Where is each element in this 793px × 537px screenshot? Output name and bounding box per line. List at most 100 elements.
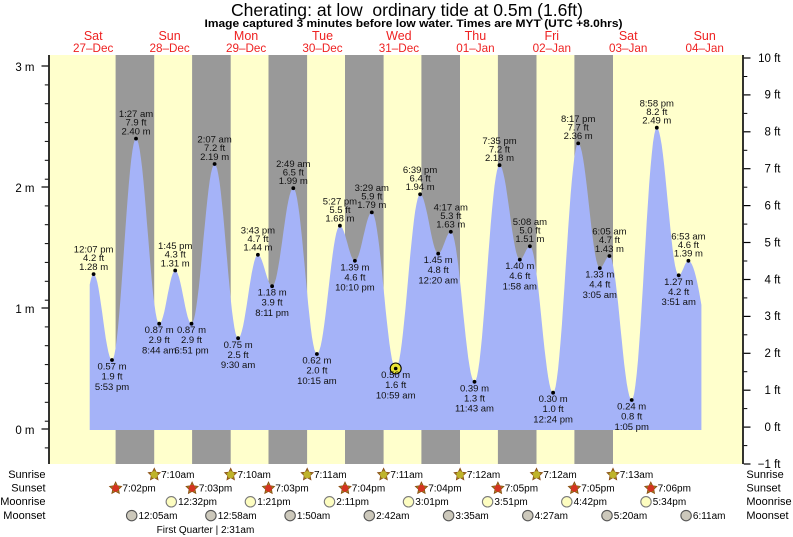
svg-text:1.3 ft: 1.3 ft (464, 393, 485, 404)
svg-text:Moonrise: Moonrise (746, 496, 791, 508)
svg-text:7:35 pm: 7:35 pm (482, 136, 516, 147)
svg-text:6.4 ft: 6.4 ft (410, 173, 431, 184)
svg-text:2.0 ft: 2.0 ft (306, 366, 327, 377)
svg-text:4.7 ft: 4.7 ft (599, 235, 620, 246)
svg-text:1.79 m: 1.79 m (357, 200, 386, 211)
svg-text:10:15 am: 10:15 am (297, 376, 337, 387)
svg-text:8:58 pm: 8:58 pm (640, 98, 674, 109)
svg-text:2:11pm: 2:11pm (336, 497, 369, 508)
svg-text:4 ft: 4 ft (765, 274, 782, 286)
svg-text:7:06pm: 7:06pm (658, 484, 691, 495)
svg-text:1.39 m: 1.39 m (674, 249, 703, 260)
svg-text:7.7 ft: 7.7 ft (568, 123, 589, 134)
svg-text:1.33 m: 1.33 m (585, 270, 614, 281)
svg-text:02–Jan: 02–Jan (533, 42, 571, 55)
svg-text:12:58am: 12:58am (218, 511, 257, 522)
svg-text:Moonset: Moonset (746, 510, 788, 522)
svg-text:5:34pm: 5:34pm (653, 497, 686, 508)
svg-text:2.49 m: 2.49 m (642, 116, 671, 127)
svg-text:0.87 m: 0.87 m (177, 325, 206, 336)
svg-text:2.36 m: 2.36 m (564, 131, 593, 142)
svg-text:3:51pm: 3:51pm (494, 497, 527, 508)
svg-text:7:12am: 7:12am (543, 470, 576, 481)
svg-text:5 ft: 5 ft (765, 237, 782, 249)
svg-text:31–Dec: 31–Dec (379, 42, 419, 55)
svg-text:5.0 ft: 5.0 ft (519, 225, 540, 236)
svg-text:4.2 ft: 4.2 ft (83, 253, 104, 264)
svg-text:7:10am: 7:10am (238, 470, 271, 481)
svg-text:3:35am: 3:35am (455, 511, 488, 522)
svg-text:Fri: Fri (545, 29, 560, 43)
svg-text:2.18 m: 2.18 m (485, 153, 514, 164)
svg-text:Moonrise: Moonrise (0, 496, 45, 508)
svg-text:0.57 m: 0.57 m (97, 362, 126, 373)
svg-text:7.9 ft: 7.9 ft (125, 118, 146, 129)
svg-text:4.6 ft: 4.6 ft (344, 272, 365, 283)
svg-text:−1 ft: −1 ft (758, 459, 782, 471)
svg-text:1.68 m: 1.68 m (325, 214, 354, 225)
svg-text:30–Dec: 30–Dec (302, 42, 342, 55)
svg-text:7.2 ft: 7.2 ft (204, 143, 225, 154)
svg-text:3:01pm: 3:01pm (415, 497, 448, 508)
svg-text:0.87 m: 0.87 m (145, 325, 174, 336)
svg-text:8:44 am: 8:44 am (142, 346, 176, 357)
svg-text:Sun: Sun (694, 29, 716, 43)
svg-text:7:11am: 7:11am (390, 470, 423, 481)
svg-text:01–Jan: 01–Jan (456, 42, 494, 55)
svg-text:1.9 ft: 1.9 ft (101, 372, 122, 383)
svg-text:1.6 ft: 1.6 ft (385, 380, 406, 391)
svg-text:Sun: Sun (158, 29, 180, 43)
svg-text:7:03pm: 7:03pm (275, 484, 308, 495)
svg-text:2:42am: 2:42am (376, 511, 409, 522)
svg-text:7:03pm: 7:03pm (199, 484, 232, 495)
svg-text:4.8 ft: 4.8 ft (428, 265, 449, 276)
svg-text:8 ft: 8 ft (765, 127, 782, 139)
svg-text:3 ft: 3 ft (765, 311, 782, 323)
svg-text:1.44 m: 1.44 m (243, 243, 272, 254)
svg-text:6:39 pm: 6:39 pm (403, 165, 437, 176)
svg-text:3:51 am: 3:51 am (662, 297, 696, 308)
svg-text:7:05pm: 7:05pm (505, 484, 538, 495)
svg-text:12:20 am: 12:20 am (418, 275, 458, 286)
svg-text:12:24 pm: 12:24 pm (533, 415, 573, 426)
svg-text:1.45 m: 1.45 m (424, 255, 453, 266)
svg-text:9 ft: 9 ft (765, 90, 782, 102)
svg-text:8:11 pm: 8:11 pm (255, 308, 289, 319)
svg-text:0.39 m: 0.39 m (460, 383, 489, 394)
svg-text:Image captured 3 minutes befor: Image captured 3 minutes before low wate… (205, 18, 623, 30)
svg-text:5:08 am: 5:08 am (513, 217, 547, 228)
svg-text:9:30 am: 9:30 am (221, 360, 255, 371)
svg-text:2 ft: 2 ft (765, 348, 782, 360)
svg-text:5:53 pm: 5:53 pm (95, 382, 129, 393)
svg-text:28–Dec: 28–Dec (149, 42, 189, 55)
svg-text:1:21pm: 1:21pm (257, 497, 290, 508)
svg-text:1.39 m: 1.39 m (340, 262, 369, 273)
svg-text:11:43 am: 11:43 am (455, 404, 494, 415)
svg-text:1 ft: 1 ft (765, 385, 782, 397)
svg-text:4.6 ft: 4.6 ft (678, 240, 699, 251)
svg-text:4:17 am: 4:17 am (434, 202, 468, 213)
svg-text:12:32pm: 12:32pm (178, 497, 217, 508)
svg-text:Sunrise: Sunrise (746, 469, 783, 481)
svg-text:Sunset: Sunset (11, 483, 45, 495)
svg-text:Cherating: at low ordinary ti: Cherating: at low ordinary tide at 0.5m … (231, 0, 583, 20)
svg-text:3:29 am: 3:29 am (355, 183, 389, 194)
svg-text:7:02pm: 7:02pm (122, 484, 155, 495)
svg-text:1.43 m: 1.43 m (595, 244, 624, 255)
svg-text:5.9 ft: 5.9 ft (361, 192, 382, 203)
svg-text:5.3 ft: 5.3 ft (440, 211, 461, 222)
svg-text:2.5 ft: 2.5 ft (228, 350, 249, 361)
svg-text:4.6 ft: 4.6 ft (509, 271, 530, 282)
svg-text:1.18 m: 1.18 m (258, 288, 287, 299)
svg-text:0.62 m: 0.62 m (302, 356, 331, 367)
svg-text:6:11am: 6:11am (693, 511, 726, 522)
svg-text:Wed: Wed (386, 29, 412, 43)
svg-text:7:04pm: 7:04pm (428, 484, 461, 495)
svg-text:1:27 am: 1:27 am (119, 109, 153, 120)
svg-text:1.40 m: 1.40 m (505, 261, 534, 272)
svg-text:5:20am: 5:20am (614, 511, 647, 522)
svg-text:7 ft: 7 ft (765, 164, 782, 176)
svg-text:4:42pm: 4:42pm (574, 497, 607, 508)
svg-text:7:11am: 7:11am (314, 470, 347, 481)
svg-text:1:58 am: 1:58 am (503, 281, 537, 292)
